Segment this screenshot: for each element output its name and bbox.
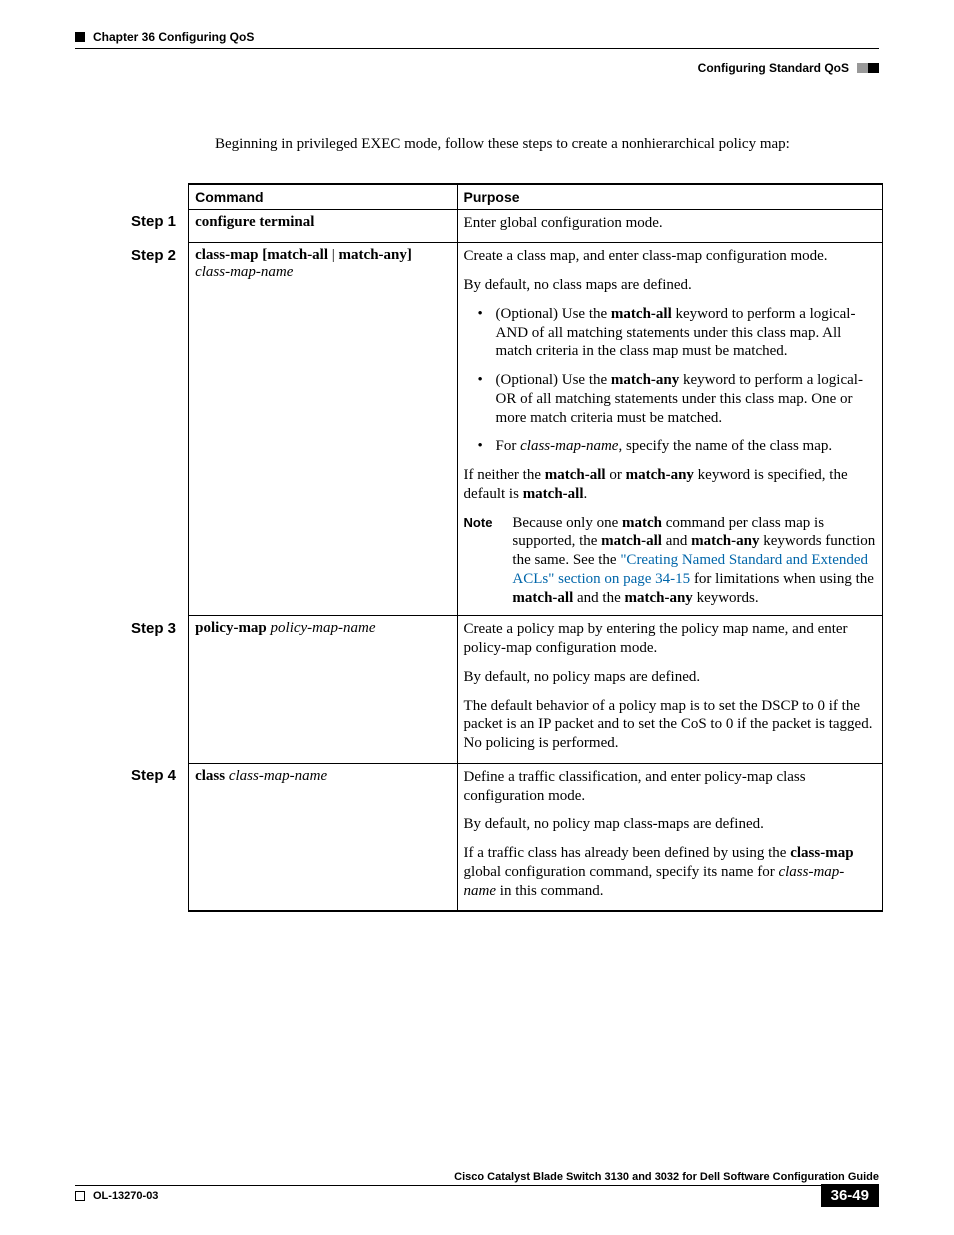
- purpose-text: By default, no policy map class-maps are…: [464, 815, 876, 834]
- step-label: Step 3: [131, 616, 189, 764]
- footer-bottom: OL-13270-03 36-49: [75, 1190, 879, 1207]
- header-left-text: Chapter 36 Configuring QoS: [93, 30, 254, 44]
- step-label: Step 2: [131, 243, 189, 616]
- cmd-italic: class-map-name: [195, 264, 293, 280]
- page-number: 36-49: [821, 1184, 879, 1207]
- footer-mark-icon: [75, 1191, 85, 1201]
- intro-text: Beginning in privileged EXEC mode, follo…: [215, 135, 879, 155]
- purpose-cell: Enter global configuration mode.: [457, 209, 882, 243]
- cmd-bold: configure terminal: [195, 214, 314, 230]
- th-purpose: Purpose: [457, 184, 882, 210]
- purpose-text: By default, no policy maps are defined.: [464, 668, 876, 687]
- header-right-mark-icon: [857, 63, 879, 73]
- header-rule: [75, 48, 879, 49]
- purpose-cell: Create a class map, and enter class-map …: [457, 243, 882, 616]
- cmd-bold: policy-map: [195, 620, 267, 636]
- table-row: Step 3 policy-map policy-map-name Create…: [131, 616, 883, 764]
- purpose-text: By default, no class maps are defined.: [464, 276, 876, 295]
- footer-title: Cisco Catalyst Blade Switch 3130 and 303…: [75, 1171, 879, 1183]
- step-label: Step 1: [131, 209, 189, 243]
- purpose-list: (Optional) Use the match-all keyword to …: [464, 305, 876, 456]
- header-right-text: Configuring Standard QoS: [698, 61, 849, 75]
- table-row: Step 1 configure terminal Enter global c…: [131, 209, 883, 243]
- command-cell: policy-map policy-map-name: [189, 616, 457, 764]
- th-command: Command: [189, 184, 457, 210]
- page: Chapter 36 Configuring QoS Configuring S…: [0, 0, 954, 1235]
- list-item: (Optional) Use the match-any keyword to …: [478, 371, 876, 427]
- purpose-text: The default behavior of a policy map is …: [464, 697, 876, 753]
- header-mark-icon: [75, 32, 85, 42]
- purpose-text: If neither the match-all or match-any ke…: [464, 466, 876, 504]
- note-block: Note Because only one match command per …: [464, 514, 876, 608]
- purpose-text: Enter global configuration mode.: [464, 214, 876, 233]
- purpose-text: Create a class map, and enter class-map …: [464, 247, 876, 266]
- footer-rule: [75, 1185, 879, 1186]
- note-label: Note: [464, 514, 493, 608]
- purpose-cell: Create a policy map by entering the poli…: [457, 616, 882, 764]
- cmd-italic: class-map-name: [229, 768, 327, 784]
- footer-left: OL-13270-03: [75, 1190, 158, 1202]
- header-left-row: Chapter 36 Configuring QoS: [75, 30, 879, 44]
- header-right-row: Configuring Standard QoS: [75, 61, 879, 75]
- step-label: Step 4: [131, 763, 189, 911]
- cmd-italic: policy-map-name: [271, 620, 376, 636]
- cmd-bold: match-any]: [339, 247, 412, 263]
- list-item: (Optional) Use the match-all keyword to …: [478, 305, 876, 361]
- note-body: Because only one match command per class…: [512, 514, 876, 608]
- purpose-cell: Define a traffic classification, and ent…: [457, 763, 882, 911]
- table-row: Step 4 class class-map-name Define a tra…: [131, 763, 883, 911]
- command-cell: class-map [match-all | match-any] class-…: [189, 243, 457, 616]
- purpose-text: Create a policy map by entering the poli…: [464, 620, 876, 658]
- command-cell: class class-map-name: [189, 763, 457, 911]
- list-item: For class-map-name, specify the name of …: [478, 437, 876, 456]
- footer: Cisco Catalyst Blade Switch 3130 and 303…: [75, 1171, 879, 1207]
- footer-doc-id: OL-13270-03: [93, 1190, 158, 1202]
- purpose-text: Define a traffic classification, and ent…: [464, 768, 876, 806]
- cmd-pipe: |: [328, 247, 339, 263]
- th-step: [131, 184, 189, 210]
- cmd-bold: class-map: [195, 247, 258, 263]
- table-row: Step 2 class-map [match-all | match-any]…: [131, 243, 883, 616]
- procedure-table: Command Purpose Step 1 configure termina…: [131, 183, 883, 913]
- purpose-text: If a traffic class has already been defi…: [464, 844, 876, 900]
- command-cell: configure terminal: [189, 209, 457, 243]
- cmd-bold: [match-all: [262, 247, 328, 263]
- cmd-bold: class: [195, 768, 225, 784]
